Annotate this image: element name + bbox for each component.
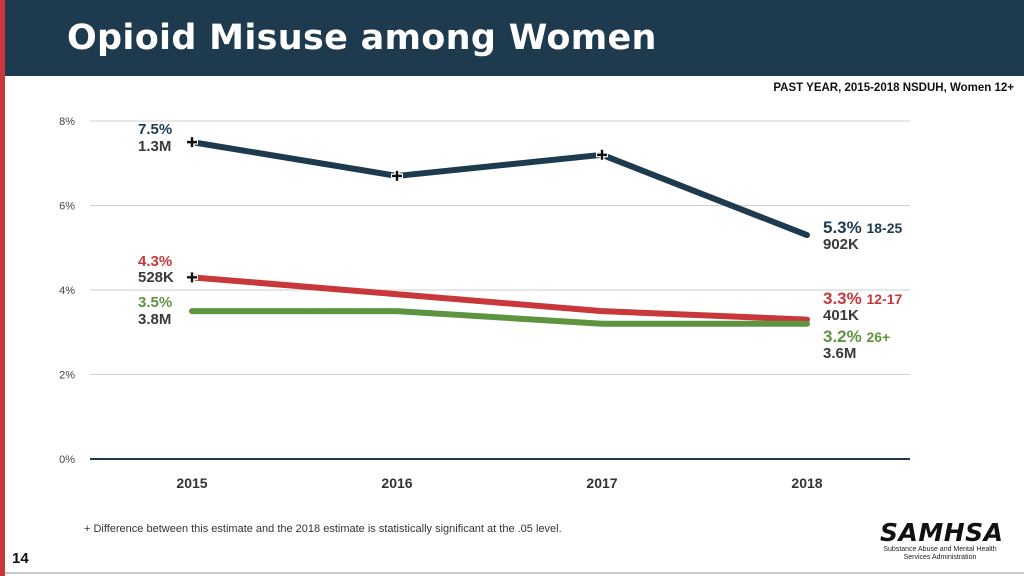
y-tick-label: 6% bbox=[59, 201, 75, 213]
logo-subtext-line1: Substance Abuse and Mental Health bbox=[883, 546, 997, 553]
series-name-label: 26+ bbox=[866, 329, 890, 345]
x-tick-label: 2016 bbox=[381, 475, 412, 491]
bottom-divider bbox=[5, 572, 1024, 574]
y-tick-label: 4% bbox=[59, 285, 75, 297]
start-count-label: 1.3M bbox=[138, 138, 171, 155]
chart-subtitle: PAST YEAR, 2015-2018 NSDUH, Women 12+ bbox=[773, 82, 1014, 94]
start-count-label: 3.8M bbox=[138, 311, 171, 328]
x-tick-label: 2017 bbox=[586, 475, 617, 491]
start-percent-label: 3.5% bbox=[138, 294, 172, 311]
significance-marker bbox=[187, 137, 197, 148]
end-count-label: 401K bbox=[823, 307, 859, 324]
series-name-label: 12-17 bbox=[866, 291, 902, 307]
y-tick-label: 2% bbox=[59, 370, 75, 382]
page-number: 14 bbox=[12, 550, 29, 567]
end-percent-label: 3.2% 26+ bbox=[823, 327, 890, 346]
line-chart: 0% 2% 4% 6% 8% 2015 2016 2017 2018 7.5%1.3M 4.3%52… bbox=[59, 116, 910, 491]
title-bar: Opioid Misuse among Women bbox=[5, 0, 1024, 76]
x-tick-label: 2015 bbox=[176, 475, 207, 491]
significance-marker bbox=[392, 170, 402, 181]
start-percent-label: 4.3% bbox=[138, 253, 172, 270]
end-percent-label: 3.3% 12-17 bbox=[823, 289, 903, 308]
logo-wordmark: SAMHSA bbox=[880, 518, 1004, 547]
start-count-label: 528K bbox=[138, 269, 174, 286]
left-accent-bar bbox=[0, 0, 5, 576]
start-percent-label: 7.5% bbox=[138, 121, 172, 138]
end-count-label: 902K bbox=[823, 236, 859, 253]
significance-marker bbox=[597, 149, 607, 160]
logo-subtext-line2: Services Administration bbox=[903, 554, 977, 561]
samhsa-logo: SAMHSA Substance Abuse and Mental Health… bbox=[880, 518, 1004, 562]
significance-marker bbox=[187, 272, 197, 283]
series-line-12-17 bbox=[189, 274, 810, 323]
y-tick-label: 8% bbox=[59, 116, 75, 128]
series-name-label: 18-25 bbox=[866, 220, 902, 236]
series-line-18-25 bbox=[189, 139, 810, 239]
x-tick-label: 2018 bbox=[791, 475, 822, 491]
footnote: + Difference between this estimate and t… bbox=[84, 523, 562, 535]
y-tick-label: 0% bbox=[59, 454, 75, 466]
end-percent-label: 5.3% 18-25 bbox=[823, 218, 903, 237]
series-line-26+ bbox=[189, 308, 810, 327]
page-title: Opioid Misuse among Women bbox=[67, 18, 657, 58]
end-count-label: 3.6M bbox=[823, 345, 856, 362]
